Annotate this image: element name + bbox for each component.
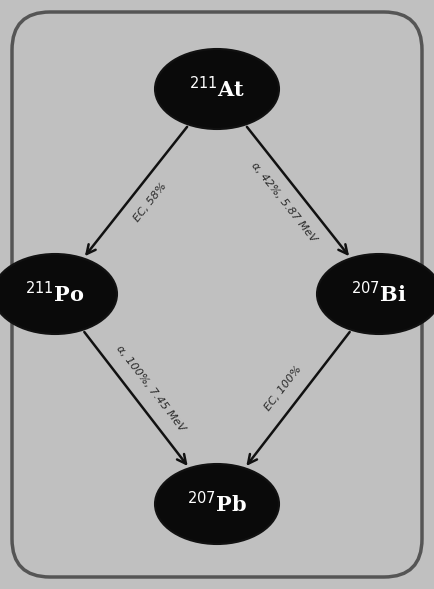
Text: EC, 58%: EC, 58% bbox=[132, 181, 168, 224]
Ellipse shape bbox=[317, 254, 434, 334]
Text: $^{211}$Po: $^{211}$Po bbox=[25, 282, 85, 307]
Text: α, 42%, 5.87 MeV: α, 42%, 5.87 MeV bbox=[250, 161, 319, 244]
Text: $^{207}$Pb: $^{207}$Pb bbox=[187, 491, 247, 517]
Text: α, 100%, 7.45 MeV: α, 100%, 7.45 MeV bbox=[114, 343, 187, 433]
Text: $^{207}$Bi: $^{207}$Bi bbox=[351, 282, 407, 307]
Ellipse shape bbox=[0, 254, 117, 334]
FancyBboxPatch shape bbox=[12, 12, 422, 577]
Text: $^{211}$At: $^{211}$At bbox=[189, 77, 245, 101]
Ellipse shape bbox=[155, 464, 279, 544]
Text: EC, 100%: EC, 100% bbox=[263, 363, 304, 412]
Ellipse shape bbox=[155, 49, 279, 129]
